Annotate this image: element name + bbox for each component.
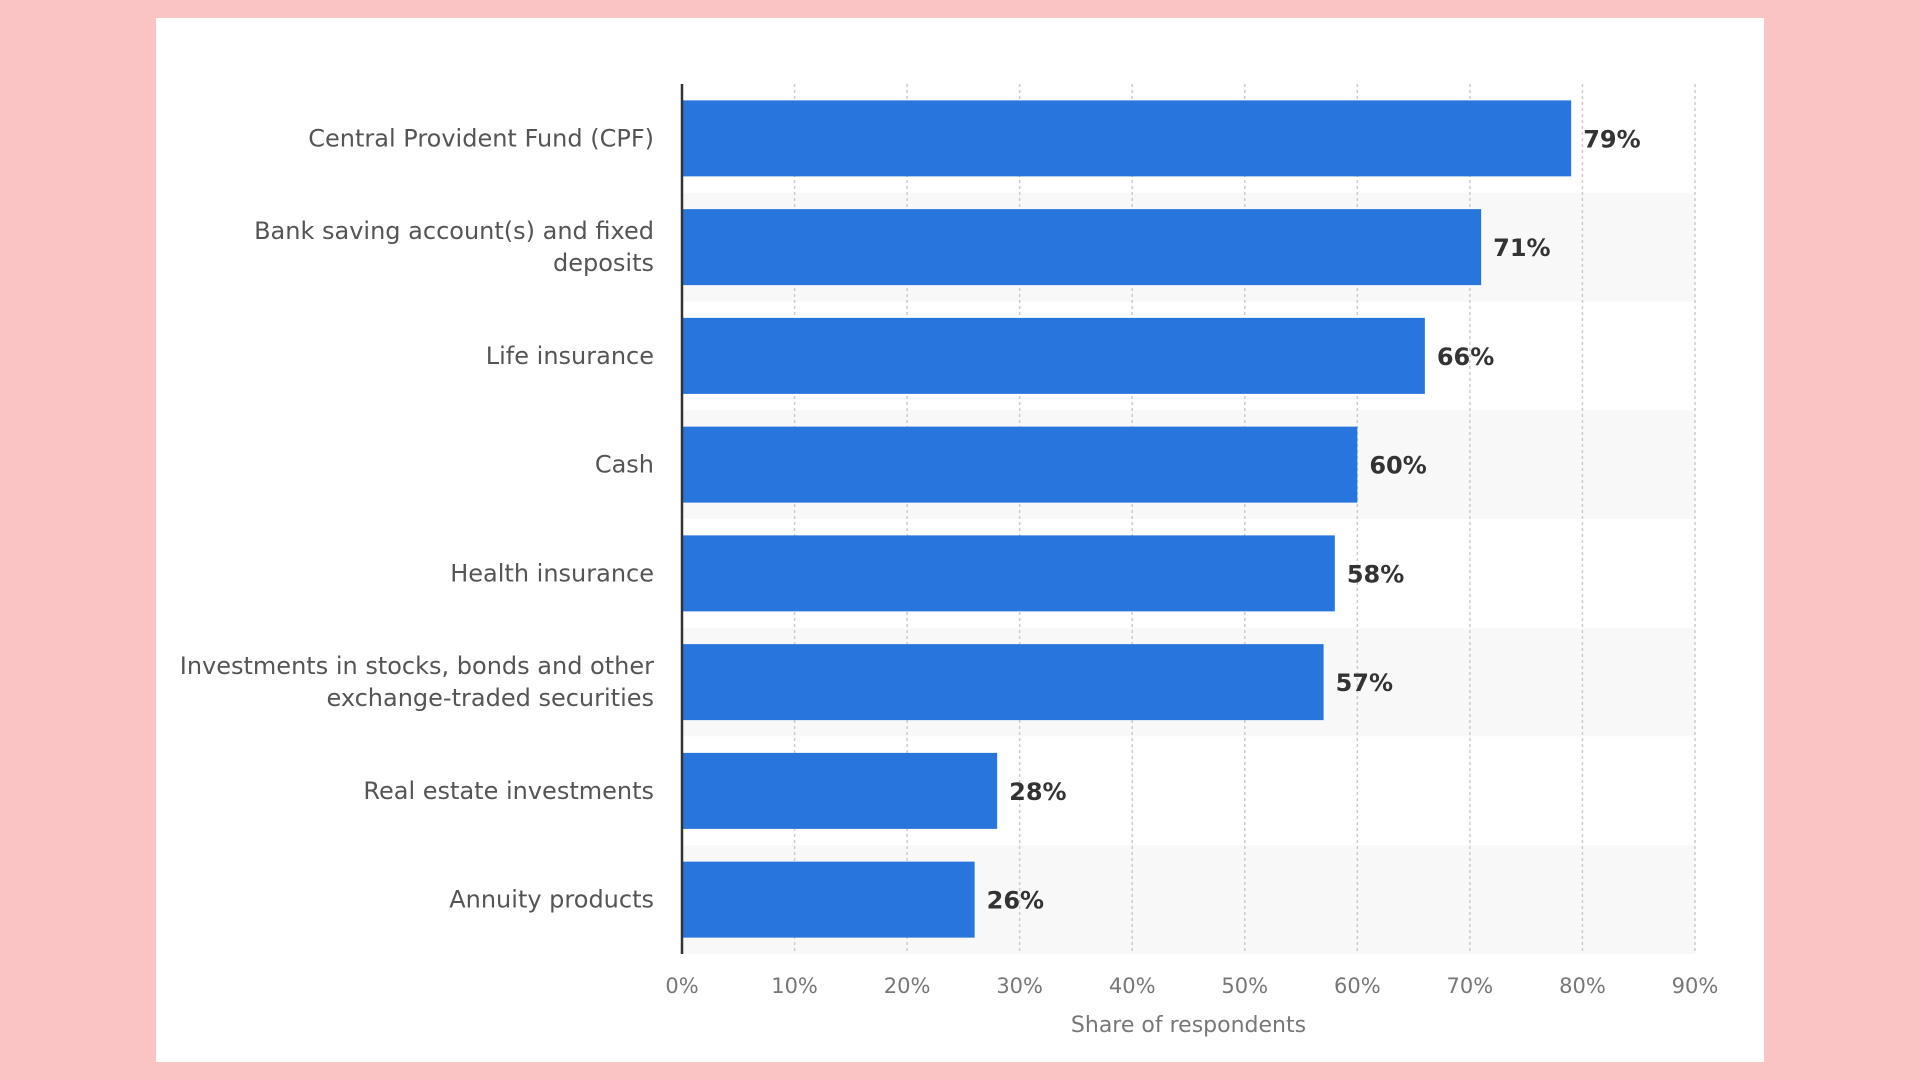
value-label: 66% [1437, 343, 1494, 371]
category-label: Real estate investments [363, 777, 654, 805]
x-tick-label: 90% [1672, 974, 1719, 998]
x-tick-label: 50% [1221, 974, 1268, 998]
value-label: 57% [1336, 669, 1393, 697]
value-label: 60% [1369, 452, 1426, 480]
bar [682, 535, 1335, 612]
bar [682, 209, 1482, 286]
category-label-line: Annuity products [449, 886, 654, 914]
bar [682, 752, 998, 829]
x-axis-title: Share of respondents [1071, 1013, 1306, 1038]
category-labels: Central Provident Fund (CPF) Bank saving … [180, 124, 654, 913]
value-label: 28% [1009, 778, 1066, 806]
category-label-line: Investments in stocks, bonds and other [180, 652, 654, 680]
x-tick-label: 20% [884, 974, 931, 998]
x-tick-label: 40% [1109, 974, 1156, 998]
x-tick-label: 80% [1559, 974, 1606, 998]
value-label: 58% [1347, 560, 1404, 588]
category-label-line: Real estate investments [363, 777, 654, 805]
bar [682, 861, 975, 938]
value-labels: 79% 71% 66% 60% 58% 57% 28% 26% [987, 125, 1641, 914]
category-label: Investments in stocks, bonds and other ex… [180, 652, 654, 712]
x-tick-label: 70% [1447, 974, 1494, 998]
category-label-line: Cash [595, 451, 654, 479]
bar [682, 317, 1425, 394]
category-label: Annuity products [449, 886, 654, 914]
bars [682, 100, 1572, 938]
value-label: 71% [1493, 234, 1550, 262]
category-label: Life insurance [486, 342, 654, 370]
category-label-line: exchange-traded securities [326, 684, 654, 712]
bar [682, 426, 1358, 503]
x-tick-label: 0% [665, 974, 698, 998]
category-label: Health insurance [450, 559, 654, 587]
category-label: Central Provident Fund (CPF) [308, 124, 654, 152]
category-label: Cash [595, 451, 654, 479]
category-label-line: Health insurance [450, 559, 654, 587]
x-tick-label: 10% [771, 974, 818, 998]
x-tick-label: 60% [1334, 974, 1381, 998]
value-label: 79% [1583, 125, 1640, 153]
bar [682, 644, 1324, 721]
bar [682, 100, 1572, 177]
category-label-line: Central Provident Fund (CPF) [308, 124, 654, 152]
x-tick-labels: 0% 10% 20% 30% 40% 50% 60% 70% 80% 90% [665, 974, 1718, 998]
category-label-line: deposits [553, 249, 654, 277]
category-label: Bank saving account(s) and fixed deposits [254, 217, 654, 277]
x-tick-label: 30% [996, 974, 1043, 998]
value-label: 26% [987, 887, 1044, 915]
category-label-line: Bank saving account(s) and fixed [254, 217, 654, 245]
category-label-line: Life insurance [486, 342, 654, 370]
